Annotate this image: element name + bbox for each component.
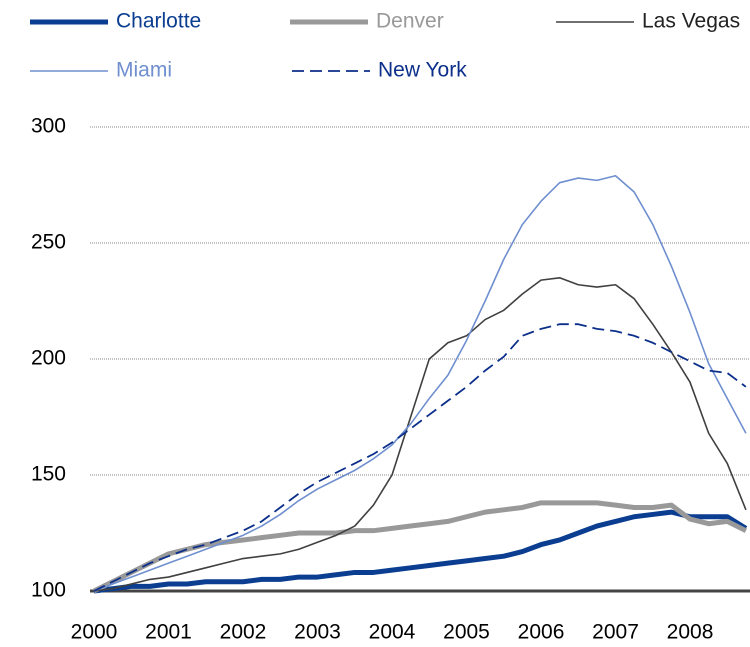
x-tick-label: 2004 bbox=[369, 621, 416, 644]
legend-label: Charlotte bbox=[116, 10, 201, 33]
x-tick-label: 2003 bbox=[294, 621, 341, 644]
x-tick-label: 2005 bbox=[443, 621, 490, 644]
legend-label: Miami bbox=[116, 59, 172, 82]
x-tick-label: 2008 bbox=[667, 621, 714, 644]
legend-label: Denver bbox=[376, 10, 444, 33]
series-line bbox=[93, 509, 748, 594]
y-tick-label: 300 bbox=[31, 115, 66, 138]
y-tick-label: 250 bbox=[31, 231, 66, 254]
legend-label: New York bbox=[378, 59, 467, 82]
x-tick-label: 2006 bbox=[518, 621, 565, 644]
x-tick-label: 2001 bbox=[145, 621, 192, 644]
series-line bbox=[93, 277, 747, 592]
y-tick-label: 100 bbox=[31, 579, 66, 602]
y-tick-label: 200 bbox=[31, 347, 66, 370]
series-line bbox=[93, 323, 747, 592]
x-tick-label: 2000 bbox=[71, 621, 118, 644]
y-tick-label: 150 bbox=[31, 463, 66, 486]
series-line bbox=[93, 174, 747, 592]
legend-label: Las Vegas bbox=[642, 10, 740, 33]
x-tick-label: 2002 bbox=[220, 621, 267, 644]
x-tick-label: 2007 bbox=[592, 621, 639, 644]
